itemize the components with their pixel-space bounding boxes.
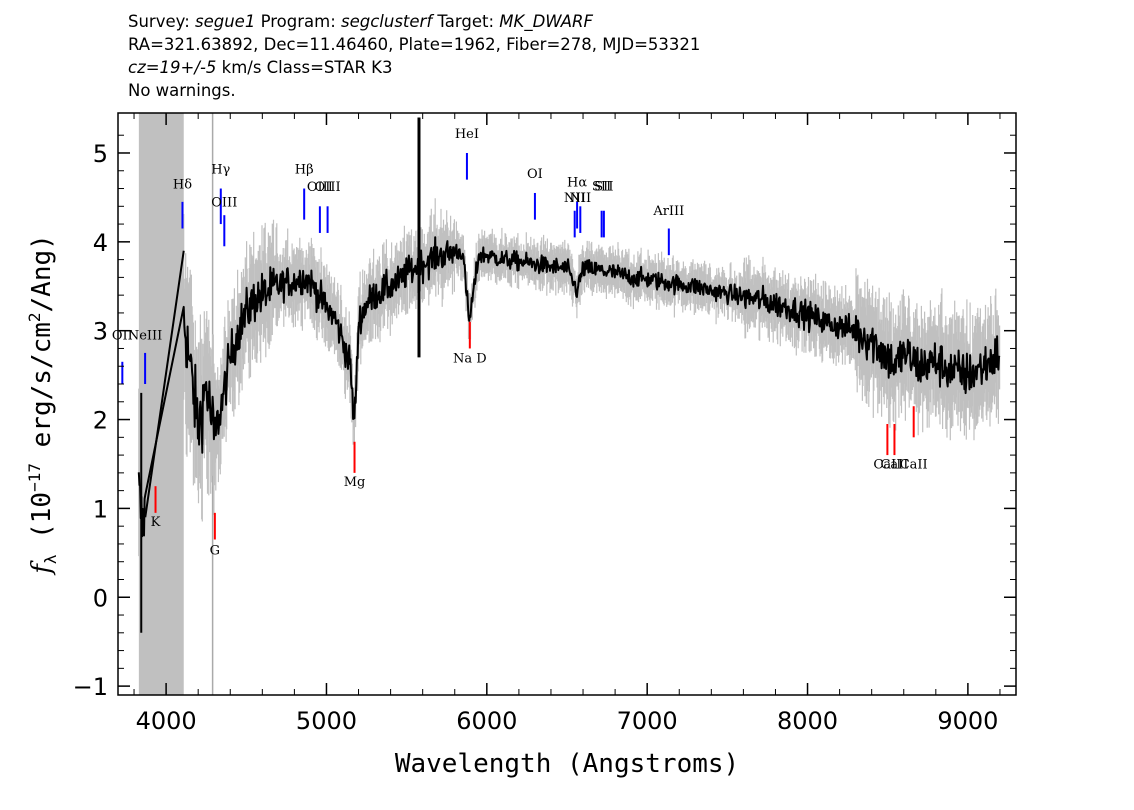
y-tick-label: 5 (93, 140, 108, 168)
emission-line-label: Hδ (173, 178, 192, 193)
y-axis-title-exp: −17 (25, 463, 44, 492)
y-tick-label: 2 (93, 407, 108, 435)
error-band (138, 198, 1001, 616)
error-band-layer (138, 198, 1001, 616)
spectrum-line (137, 236, 1001, 538)
absorption-line-label: CaII (880, 457, 908, 472)
absorption-line-label: CaII (873, 457, 901, 472)
axis-ticks-layer: 4000 5000 6000 7000 8000 9000 −1 0 1 2 3 4 5 (73, 113, 1016, 735)
x-axis-title: Wavelength (Angstroms) (395, 749, 739, 779)
y-tick-label: 3 (93, 318, 108, 346)
header-line-redshift: cz=19+/-5 km/s Class=STAR K3 (128, 56, 700, 79)
emission-line-label: NII (564, 191, 586, 206)
y-tick-label: 4 (93, 229, 108, 257)
y-axis-title-mid: erg/s/cm (27, 322, 57, 463)
header-line-survey: Survey: segue1 Program: segclusterf Targ… (128, 10, 700, 33)
program-label: Program: (255, 12, 341, 31)
class-value: km/s Class=STAR K3 (216, 58, 393, 77)
spectrum-layer (137, 117, 1001, 633)
cz-value: cz=19+/-5 (128, 58, 217, 77)
absorption-line-label: CaII (900, 457, 928, 472)
program-value: segclusterf (341, 12, 433, 31)
emission-line-label: Hα (567, 176, 587, 191)
absorption-line-label: Mg (344, 475, 366, 490)
emission-line-label: NII (569, 191, 591, 206)
x-tick-label: 4000 (136, 707, 197, 735)
y-axis-title: fλ (10−17 erg/s/cm2/Ang) (25, 234, 60, 576)
emission-line-label: OIII (211, 195, 237, 210)
x-tick-label: 9000 (937, 707, 998, 735)
y-tick-label: 1 (93, 495, 108, 523)
emission-line-label: ArIII (652, 204, 684, 219)
survey-value: segue1 (195, 12, 256, 31)
header-line-coordinates: RA=321.63892, Dec=11.46460, Plate=1962, … (128, 35, 701, 54)
emission-line-label: Hβ (295, 162, 314, 177)
absorption-line-label: Na D (453, 352, 487, 367)
emission-line-label: NeIII (128, 329, 162, 344)
emission-line-label: OIII (315, 180, 341, 195)
target-value: MK_DWARF (499, 12, 594, 31)
plot-frame (117, 112, 1017, 696)
x-tick-label: 6000 (456, 707, 517, 735)
x-tick-label: 7000 (617, 707, 678, 735)
y-tick-label: −1 (73, 673, 108, 701)
line-markers-layer: OIINeIIIHδHγOIIIHβOIIIOIIIHeIOINIIHαNIIS… (112, 127, 928, 559)
absorption-line-label: G (210, 544, 220, 559)
emission-line-label: OI (527, 167, 543, 182)
x-tick-label: 8000 (777, 707, 838, 735)
y-axis-title-sub: λ (41, 554, 60, 564)
emission-line-label: Hγ (211, 162, 230, 177)
x-tick-label: 5000 (296, 707, 357, 735)
emission-line-label: HeI (455, 127, 479, 142)
emission-line-label: OIII (307, 180, 333, 195)
y-axis-title-open: (10 (27, 492, 57, 555)
emission-line-label: SII (594, 179, 613, 194)
y-tick-label: 0 (93, 584, 108, 612)
emission-line-label: OII (112, 329, 133, 344)
target-label: Target: (432, 12, 500, 31)
survey-label: Survey: (128, 12, 195, 31)
y-axis-title-close: /Ang) (27, 234, 57, 312)
header-line-warnings: No warnings. (128, 81, 236, 100)
interpolation-segment (144, 250, 185, 518)
y-axis-title-exp2: 2 (25, 312, 44, 322)
emission-line-label: SII (592, 179, 611, 194)
absorption-line-label: K (151, 515, 161, 530)
spectrum-header: Survey: segue1 Program: segclusterf Targ… (128, 10, 700, 102)
